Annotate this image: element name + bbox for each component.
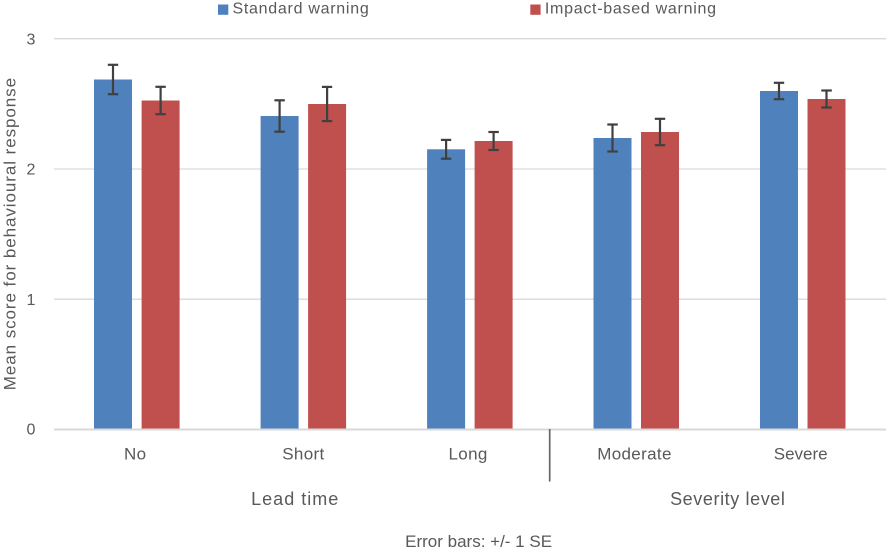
- svg-text:Impact-based warning: Impact-based warning: [545, 0, 717, 17]
- svg-text:Severity level: Severity level: [670, 489, 785, 509]
- svg-text:Moderate: Moderate: [597, 445, 672, 464]
- svg-text:Short: Short: [282, 445, 324, 464]
- svg-text:Standard warning: Standard warning: [233, 0, 370, 17]
- svg-text:0: 0: [27, 422, 36, 439]
- svg-text:Lead time: Lead time: [251, 489, 339, 509]
- svg-text:No: No: [124, 445, 146, 464]
- svg-text:Long: Long: [448, 445, 487, 464]
- svg-text:Error bars: +/- 1 SE: Error bars: +/- 1 SE: [405, 532, 552, 551]
- svg-text:Mean score for behavioural res: Mean score for behavioural response: [1, 77, 20, 390]
- svg-text:3: 3: [27, 31, 36, 48]
- svg-text:Severe: Severe: [774, 445, 828, 464]
- svg-text:2: 2: [27, 162, 36, 179]
- svg-text:1: 1: [27, 292, 36, 309]
